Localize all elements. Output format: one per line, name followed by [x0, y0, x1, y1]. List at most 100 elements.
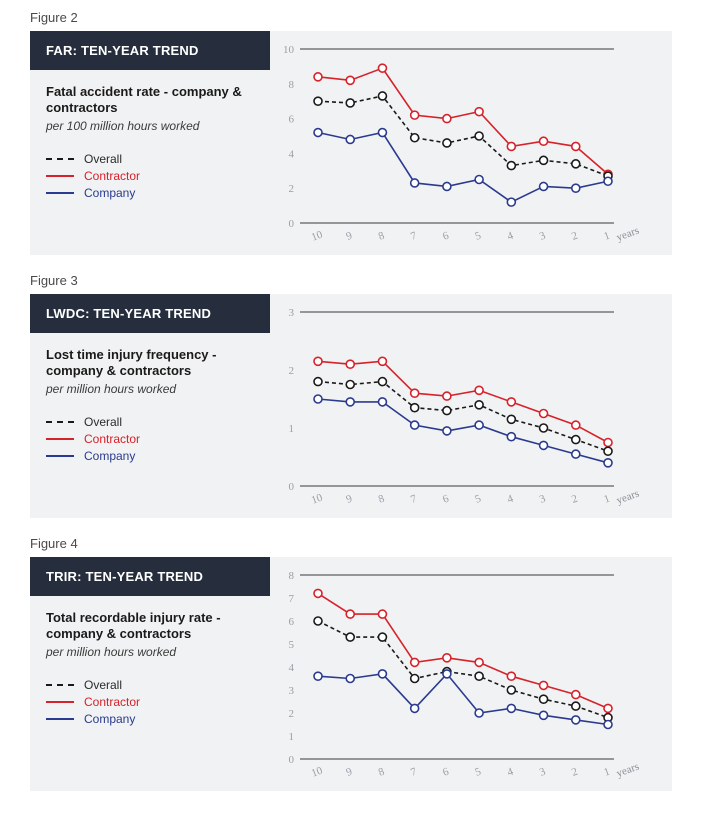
series-marker-overall [346, 99, 354, 107]
series-marker-overall [572, 160, 580, 168]
series-marker-contractor [540, 137, 548, 145]
series-marker-company [540, 711, 548, 719]
series-line-overall [318, 96, 608, 176]
x-tick-label: 2 [570, 230, 579, 243]
x-tick-label: 5 [473, 765, 483, 778]
x-axis-label: years [615, 488, 641, 507]
y-tick-label: 2 [289, 365, 295, 377]
series-marker-contractor [346, 360, 354, 368]
x-tick-label: 2 [570, 766, 579, 779]
legend-label-contractor: Contractor [84, 695, 140, 709]
series-marker-contractor [411, 658, 419, 666]
series-marker-contractor [378, 357, 386, 365]
series-marker-overall [378, 378, 386, 386]
y-tick-label: 4 [289, 662, 295, 674]
legend-item-contractor: Contractor [46, 432, 254, 446]
x-tick-label: 10 [310, 491, 325, 506]
series-marker-contractor [443, 654, 451, 662]
y-tick-label: 5 [289, 639, 295, 651]
series-marker-overall [314, 97, 322, 105]
legend-label-company: Company [84, 186, 135, 200]
series-marker-contractor [314, 357, 322, 365]
series-marker-overall [346, 381, 354, 389]
series-marker-overall [540, 695, 548, 703]
legend-item-overall: Overall [46, 415, 254, 429]
series-marker-contractor [314, 589, 322, 597]
series-marker-overall [475, 401, 483, 409]
series-marker-contractor [507, 672, 515, 680]
series-marker-overall [443, 139, 451, 147]
series-marker-contractor [540, 681, 548, 689]
x-tick-label: 10 [310, 764, 325, 779]
chart-description: Total recordable injury rate - company &… [30, 596, 270, 669]
chart-trir: 01234567810987654321years [274, 567, 654, 787]
legend: Overall Contractor Company [30, 406, 270, 480]
y-tick-label: 6 [289, 616, 295, 628]
legend-label-overall: Overall [84, 415, 122, 429]
chart-title-bar: FAR: TEN-YEAR TREND [30, 31, 270, 70]
panel: FAR: TEN-YEAR TREND Fatal accident rate -… [30, 31, 672, 255]
legend-swatch-overall [46, 158, 74, 160]
series-line-company [318, 133, 608, 203]
series-marker-company [443, 182, 451, 190]
series-marker-overall [540, 156, 548, 164]
series-marker-overall [604, 447, 612, 455]
chart-description: Lost time injury frequency - company & c… [30, 333, 270, 406]
x-tick-label: 5 [473, 229, 483, 242]
figure-trir: Figure 4 TRIR: TEN-YEAR TREND Total record… [30, 536, 672, 791]
chart-far: 024681010987654321years [274, 41, 654, 251]
series-marker-overall [314, 378, 322, 386]
series-marker-overall [443, 407, 451, 415]
series-marker-contractor [604, 439, 612, 447]
series-marker-company [604, 177, 612, 185]
legend-item-overall: Overall [46, 678, 254, 692]
figure-lwdc: Figure 3LWDC: TEN-YEAR TRENDLost time in… [30, 273, 672, 518]
legend-swatch-overall [46, 684, 74, 686]
chart-column: 01234567810987654321years [270, 557, 672, 791]
x-tick-label: 6 [441, 229, 451, 242]
series-line-contractor [318, 593, 608, 708]
series-marker-company [604, 721, 612, 729]
legend-label-contractor: Contractor [84, 432, 140, 446]
series-marker-contractor [572, 421, 580, 429]
series-marker-company [572, 716, 580, 724]
x-tick-label: 10 [310, 228, 325, 243]
x-tick-label: 1 [602, 766, 611, 779]
series-marker-overall [572, 436, 580, 444]
x-tick-label: 8 [377, 765, 387, 778]
series-marker-contractor [475, 658, 483, 666]
series-marker-contractor [346, 76, 354, 84]
legend-label-overall: Overall [84, 678, 122, 692]
series-marker-contractor [411, 389, 419, 397]
chart-title-bar: TRIR: TEN-YEAR TREND [30, 557, 270, 596]
y-tick-label: 3 [289, 307, 295, 319]
chart-column: 012310987654321years [270, 294, 672, 518]
x-tick-label: 6 [441, 492, 451, 505]
y-tick-label: 3 [289, 685, 295, 697]
series-marker-overall [540, 424, 548, 432]
series-marker-company [540, 182, 548, 190]
y-tick-label: 8 [289, 570, 295, 582]
x-tick-label: 8 [377, 229, 387, 242]
desc-main: Fatal accident rate - company & contract… [46, 84, 254, 117]
legend: OverallContractorCompany [30, 143, 270, 217]
x-axis-label: years [615, 761, 641, 780]
series-marker-overall [507, 415, 515, 423]
figure-label: Figure 4 [30, 536, 672, 551]
series-marker-company [507, 704, 515, 712]
figure-label: Figure 2 [30, 10, 672, 25]
legend-item-company: Company [46, 449, 254, 463]
series-marker-contractor [443, 115, 451, 123]
y-tick-label: 1 [289, 423, 295, 435]
y-tick-label: 0 [289, 754, 295, 766]
series-marker-overall [475, 132, 483, 140]
series-marker-company [346, 675, 354, 683]
series-marker-company [443, 670, 451, 678]
x-tick-label: 8 [377, 492, 387, 505]
series-marker-company [378, 398, 386, 406]
desc-main: Total recordable injury rate - company &… [46, 610, 254, 643]
series-marker-company [475, 421, 483, 429]
y-tick-label: 10 [283, 44, 295, 56]
legend-label-company: Company [84, 712, 135, 726]
legend-swatch-company [46, 192, 74, 194]
